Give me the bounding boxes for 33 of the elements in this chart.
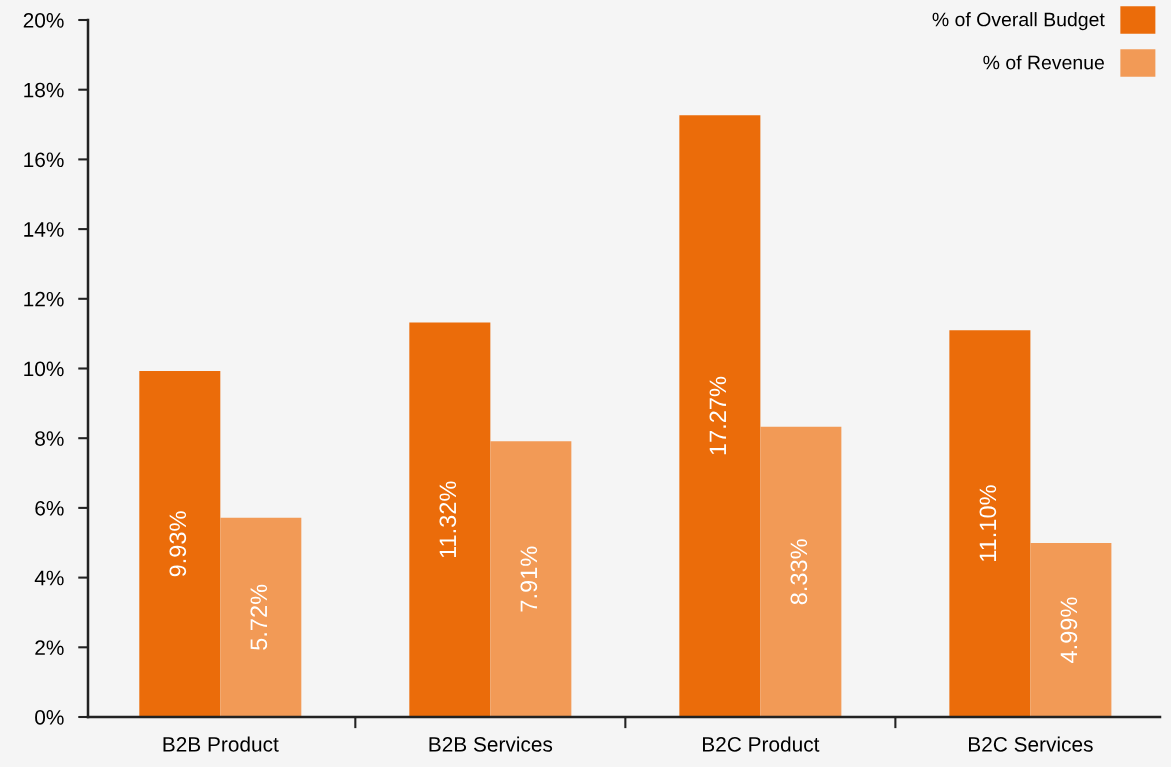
bar (949, 330, 1031, 717)
y-tick-label: 0% (35, 710, 64, 725)
bar (220, 517, 302, 717)
legend-label: % of Overall Budget (932, 12, 1105, 31)
y-tick-label: 20% (23, 13, 64, 28)
y-tick-label: 12% (24, 291, 64, 307)
bar (679, 115, 761, 717)
data-label: 11.32% (439, 481, 457, 558)
data-label: 5.72% (250, 584, 268, 650)
data-label: 9.93% (169, 511, 187, 577)
y-tick-label: 16% (24, 152, 64, 168)
x-tick-label: B2C Product (703, 736, 820, 752)
y-tick-label: 14% (24, 222, 64, 237)
x-tick-label: B2C Services (969, 736, 1093, 752)
data-label: 17.27% (709, 376, 727, 455)
data-label: 11.10% (979, 485, 997, 561)
y-tick-label: 4% (34, 570, 64, 586)
x-tick-label: B2B Product (163, 736, 279, 752)
y-tick-label: 10% (24, 361, 64, 377)
y-tick-label: 6% (35, 500, 64, 516)
bar (409, 322, 491, 717)
bar (139, 370, 221, 717)
bar (760, 426, 842, 717)
legend-label: % of Revenue (983, 55, 1104, 70)
bar (1030, 543, 1112, 717)
x-tick-label: B2B Services (429, 736, 553, 752)
bar (490, 441, 572, 717)
y-tick-label: 2% (35, 640, 64, 655)
data-label: 8.33% (790, 539, 808, 605)
data-label: 7.91% (520, 546, 538, 612)
data-label: 4.99% (1060, 597, 1078, 663)
y-tick-label: 8% (35, 431, 64, 446)
y-tick-label: 18% (24, 82, 64, 98)
